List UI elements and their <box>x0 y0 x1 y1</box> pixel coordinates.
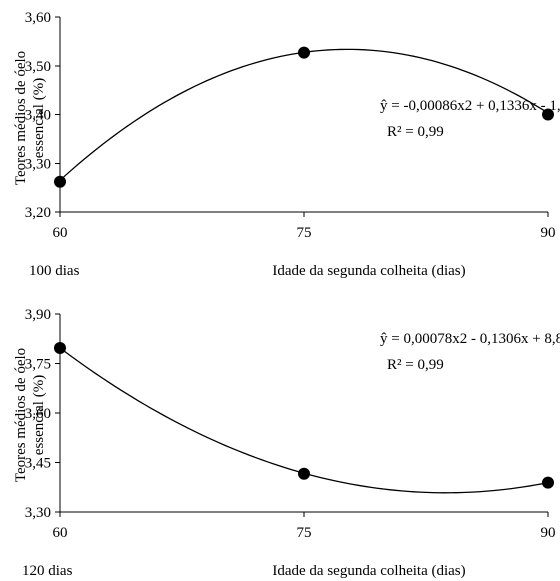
y-tick-label: 3,60 <box>25 406 51 422</box>
data-point <box>542 108 554 121</box>
chart-panel-120-dias: Teores médios de óelo essencial (%) 3,30… <box>13 307 560 579</box>
x-tick-label: 75 <box>297 225 312 241</box>
y-tick-label: 3,60 <box>25 10 51 26</box>
y-tick-label: 3,50 <box>25 59 51 75</box>
ylabel-line-2: essencial (%) <box>31 375 47 455</box>
ylabel-line-2: essencial (%) <box>31 78 47 158</box>
r-squared: R² = 0,99 <box>387 124 444 140</box>
y-tick-label: 3,30 <box>25 505 51 521</box>
x-tick-label: 90 <box>541 225 556 241</box>
data-point <box>542 476 554 489</box>
data-point <box>298 46 310 59</box>
y-tick-label: 3,40 <box>25 108 51 124</box>
data-point <box>54 341 66 354</box>
ylabel-line-1: Teores médios de óelo <box>13 51 29 185</box>
data-point <box>54 175 66 188</box>
x-tick-label: 75 <box>297 525 312 541</box>
panel-label: 100 dias <box>29 263 80 279</box>
xlabel: Idade da segunda colheita (dias) <box>272 563 465 579</box>
y-tick-label: 3,75 <box>25 357 51 373</box>
y-tick-label: 3,20 <box>25 205 51 221</box>
y-tick-label: 3,45 <box>25 456 51 472</box>
regression-equation: ŷ = -0,00086x2 + 0,1336x - 1,655 <box>380 98 560 114</box>
x-tick-label: 90 <box>541 525 556 541</box>
data-point <box>298 467 310 480</box>
y-tick-label: 3,90 <box>25 307 51 323</box>
r-squared: R² = 0,99 <box>387 357 444 373</box>
ylabel-line-1: Teores médios de óelo <box>13 348 29 482</box>
chart-panel-100-dias: Teores médios de óelo essencial (%) 3,20… <box>13 10 560 279</box>
panel-label: 120 dias <box>22 563 73 579</box>
x-tick-label: 60 <box>53 525 68 541</box>
regression-equation: ŷ = 0,00078x2 - 0,1306x + 8,825 <box>380 331 560 347</box>
plot-area: 3,30 3,45 3,60 3,75 3,90 60 75 90 <box>25 307 556 541</box>
x-tick-label: 60 <box>53 225 68 241</box>
y-tick-label: 3,30 <box>25 156 51 172</box>
xlabel: Idade da segunda colheita (dias) <box>272 263 465 279</box>
plot-area: 3,20 3,30 3,40 3,50 3,60 60 75 90 <box>25 10 556 241</box>
trend-line <box>59 48 549 181</box>
